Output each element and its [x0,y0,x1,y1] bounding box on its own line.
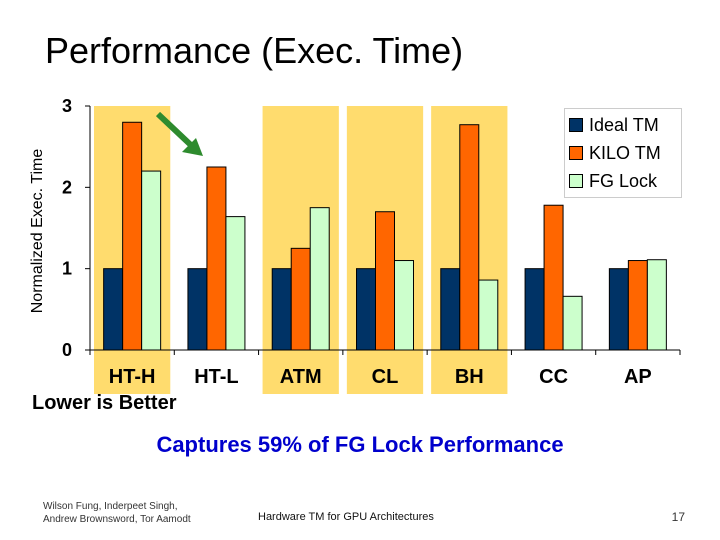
y-tick-0: 0 [62,340,72,360]
bar-ht-l-fg-lock [225,216,246,351]
bar-bh-ideal-tm [440,268,461,351]
x-tick-cc: CC [539,366,568,388]
page-number: 17 [671,510,685,524]
x-tick-atm: ATM [280,366,322,388]
bar-atm-ideal-tm [271,268,292,351]
bar-atm-fg-lock [309,207,330,351]
bar-series [103,121,667,351]
y-tick-2: 2 [62,177,72,197]
bar-ht-h-ideal-tm [103,268,124,351]
bar-ht-l-kilo-tm [206,166,227,351]
x-tick-ap: AP [624,366,652,388]
footer-authors: Wilson Fung, Inderpeet Singh, Andrew Bro… [43,500,191,526]
bar-cl-kilo-tm [375,211,395,351]
bar-bh-fg-lock [478,279,499,351]
arrow-head [182,138,203,156]
bar-ht-h-fg-lock [141,170,162,351]
bar-atm-kilo-tm [290,247,311,351]
legend-swatch-kilo-tm [569,146,583,160]
arrow-shaft [155,111,197,151]
bar-bh-kilo-tm [459,124,480,351]
chart-axes [85,105,681,355]
footer-authors-line-1: Wilson Fung, Inderpeet Singh, [43,501,178,512]
legend-label-fg-lock: FG Lock [589,170,658,191]
x-category-labels: HT-H HT-L ATM CL BH CC AP [109,366,652,388]
x-tick-bh: BH [455,366,484,388]
bar-cc-kilo-tm [543,204,564,351]
bar-ht-h-kilo-tm [122,121,143,351]
footer-authors-line-2: Andrew Brownsword, Tor Aamodt [43,514,191,525]
y-tick-labels: 0 1 2 3 [62,96,72,360]
legend-item-fg-lock: FG Lock [569,167,681,195]
x-tick-cl: CL [372,366,399,388]
bar-ap-kilo-tm [627,260,648,351]
legend-swatch-fg-lock [569,174,583,188]
legend-label-ideal-tm: Ideal TM [589,114,659,135]
bar-ap-fg-lock [646,259,667,351]
legend-swatch-ideal-tm [569,118,583,132]
bar-ht-l-ideal-tm [187,268,208,351]
captures-highlight-text: Captures 59% of FG Lock Performance [156,432,564,457]
bar-cc-fg-lock [562,295,583,351]
legend-item-ideal-tm: Ideal TM [569,111,681,139]
slide-title: Performance (Exec. Time) [45,30,464,71]
footer-course-title: Hardware TM for GPU Architectures [258,511,434,523]
bar-cl-ideal-tm [356,268,376,351]
y-tick-3: 3 [62,96,72,116]
lower-is-better-note: Lower is Better [32,392,177,414]
legend-item-kilo-tm: KILO TM [569,139,681,167]
trend-arrow [155,111,203,156]
x-tick-ht-h: HT-H [109,366,156,388]
x-tick-ht-l: HT-L [194,366,238,388]
legend-label-kilo-tm: KILO TM [589,142,661,163]
y-tick-1: 1 [62,259,72,279]
bar-cl-fg-lock [394,260,414,351]
bar-ap-ideal-tm [608,268,629,351]
chart-legend: Ideal TM KILO TM FG Lock [564,108,682,198]
bar-cc-ideal-tm [524,268,545,351]
